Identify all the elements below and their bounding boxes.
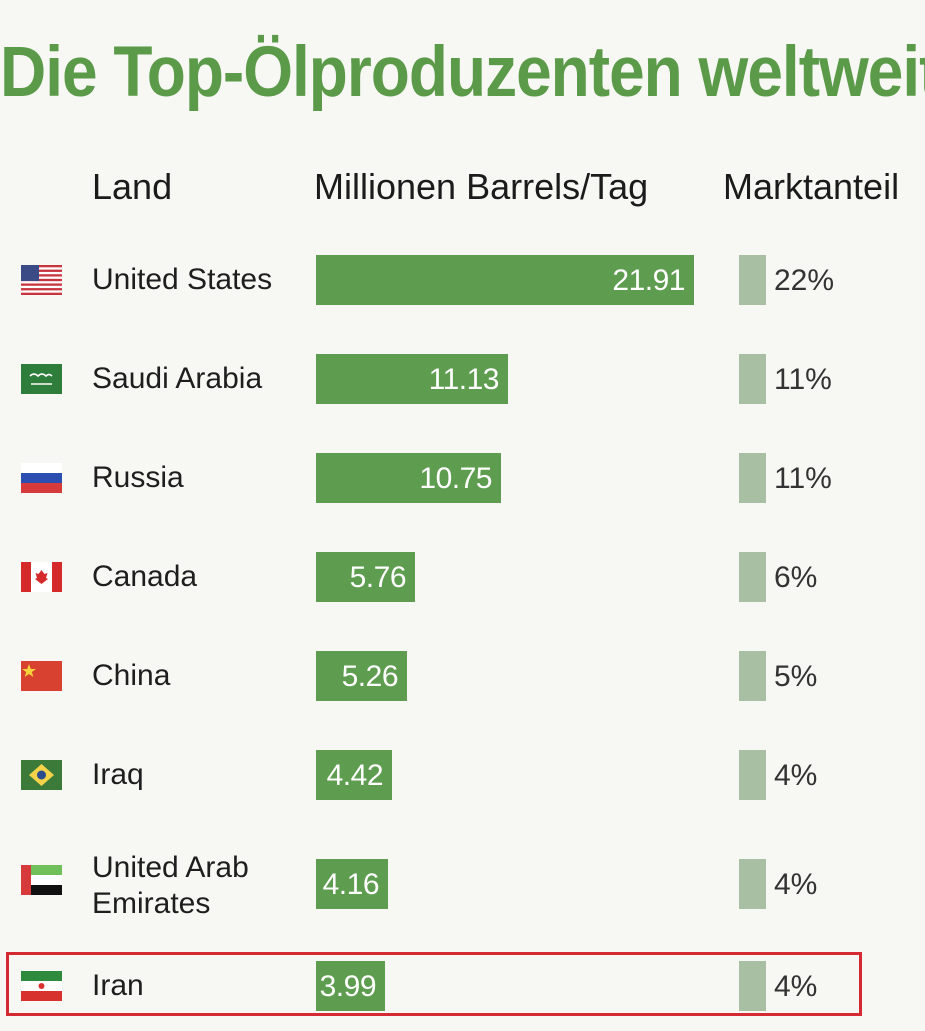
market-share-label: 4% xyxy=(774,759,818,792)
market-share-label: 11% xyxy=(774,363,832,396)
country-label: Emirates xyxy=(92,887,211,920)
market-share-marker xyxy=(739,859,766,909)
bar-value-label: 3.99 xyxy=(319,970,377,1003)
table-row: United Arab Emirates 4.16 4% xyxy=(0,851,925,929)
column-header-share: Marktanteil xyxy=(723,166,900,207)
market-share-marker xyxy=(739,651,766,701)
bar-value-label: 4.16 xyxy=(322,868,380,901)
bar xyxy=(316,552,415,602)
market-share-label: 11% xyxy=(774,462,832,495)
country-label: United Arab xyxy=(92,851,249,884)
country-label: Russia xyxy=(92,461,184,494)
canada-flag-icon xyxy=(21,562,62,592)
bar-value-label: 21.91 xyxy=(612,264,685,297)
table-row: Canada 5.76 6% xyxy=(0,552,925,622)
country-label: China xyxy=(92,659,171,692)
table-row: Iran 3.99 4% xyxy=(0,961,925,1031)
table-row: China 5.26 5% xyxy=(0,651,925,721)
column-header-land: Land xyxy=(92,166,173,207)
market-share-marker xyxy=(739,255,766,305)
country-label: Saudi Arabia xyxy=(92,362,263,395)
market-share-label: 22% xyxy=(774,264,835,297)
iran-flag-icon xyxy=(21,971,62,1001)
column-header-value: Millionen Barrels/Tag xyxy=(314,166,649,207)
bar xyxy=(316,961,385,1011)
country-label: Iraq xyxy=(92,758,144,791)
market-share-marker xyxy=(739,453,766,503)
country-label: United States xyxy=(92,263,273,296)
russia-flag-icon xyxy=(21,463,62,493)
bar-value-label: 4.42 xyxy=(326,759,384,792)
bar xyxy=(316,453,501,503)
country-label: Canada xyxy=(92,560,198,593)
bar-value-label: 5.26 xyxy=(341,660,399,693)
bar xyxy=(316,354,508,404)
market-share-marker xyxy=(739,354,766,404)
bar xyxy=(316,255,694,305)
china-flag-icon xyxy=(21,661,62,691)
bar-value-label: 10.75 xyxy=(419,462,492,495)
iraq-flag-icon xyxy=(21,760,62,790)
country-label: Iran xyxy=(92,969,144,1002)
bar-value-label: 5.76 xyxy=(349,561,407,594)
table-row: Russia 10.75 11% xyxy=(0,453,925,523)
table-row: Saudi Arabia 11.13 11% xyxy=(0,354,925,424)
market-share-label: 6% xyxy=(774,561,818,594)
market-share-marker xyxy=(739,750,766,800)
uae-flag-icon xyxy=(21,865,62,895)
chart-title: Die Top-Ölproduzenten weltweit xyxy=(0,31,925,112)
table-row: Iraq 4.42 4% xyxy=(0,750,925,820)
market-share-label: 4% xyxy=(774,868,818,901)
market-share-label: 4% xyxy=(774,970,818,1003)
bar xyxy=(316,651,407,701)
bar-value-label: 11.13 xyxy=(428,363,500,396)
bar xyxy=(316,750,392,800)
saudi-arabia-flag-icon xyxy=(21,364,62,394)
market-share-label: 5% xyxy=(774,660,818,693)
usa-flag-icon xyxy=(21,265,62,295)
highlight-frame xyxy=(6,952,862,1016)
table-row: United States 21.91 22% xyxy=(0,255,925,325)
market-share-marker xyxy=(739,961,766,1011)
bar xyxy=(316,859,388,909)
market-share-marker xyxy=(739,552,766,602)
